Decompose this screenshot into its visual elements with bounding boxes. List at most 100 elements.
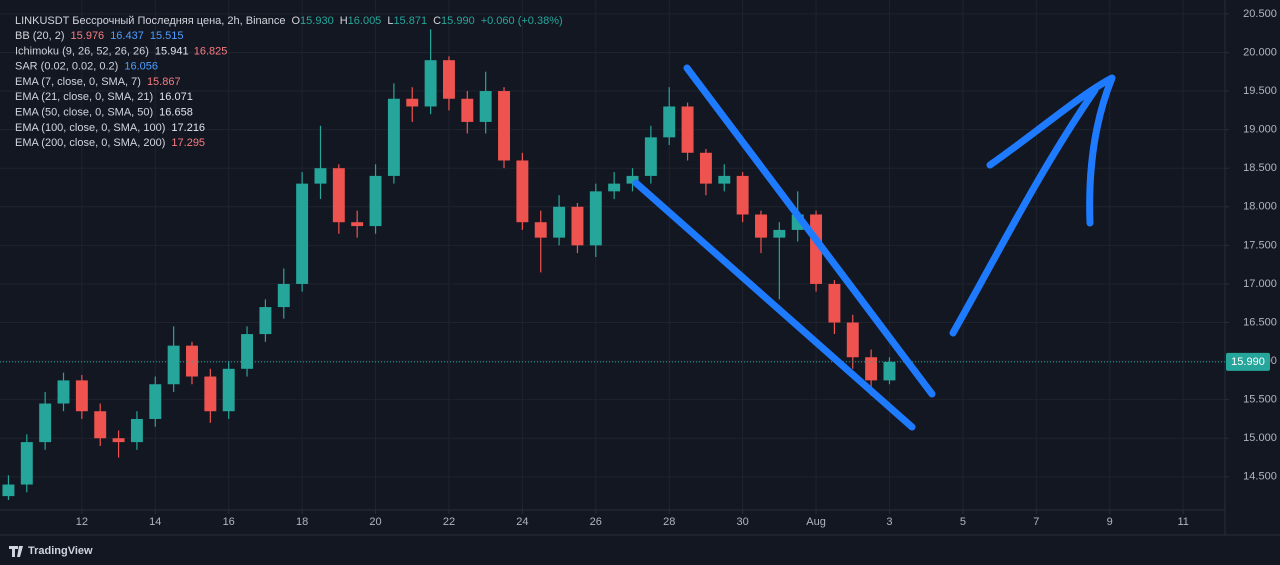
indicator-value: 17.216 bbox=[171, 122, 205, 134]
y-tick-label: 19.500 bbox=[1243, 85, 1277, 97]
candle-body bbox=[75, 380, 88, 412]
x-tick-label: 3 bbox=[886, 516, 892, 528]
candle-body bbox=[699, 152, 712, 184]
x-tick-label: 24 bbox=[516, 516, 528, 528]
y-tick-label: 17.500 bbox=[1243, 239, 1277, 251]
candle-body bbox=[755, 214, 767, 238]
y-tick-label: 17.000 bbox=[1243, 278, 1277, 290]
candle-body bbox=[296, 183, 309, 284]
candle-body bbox=[553, 206, 566, 238]
indicator-name: BB (20, 2) bbox=[15, 30, 65, 42]
legend-row: EMA (100, close, 0, SMA, 100) 17.216 bbox=[15, 122, 205, 134]
legend-row: SAR (0.02, 0.02, 0.2) 16.056 bbox=[15, 61, 158, 73]
candle-body bbox=[810, 214, 823, 284]
legend-row: EMA (7, close, 0, SMA, 7) 15.867 bbox=[15, 76, 181, 88]
brand-logo: TradingView bbox=[9, 545, 93, 557]
candle-body bbox=[442, 60, 455, 99]
y-tick-label: 14.500 bbox=[1243, 471, 1277, 483]
x-tick-label: 28 bbox=[663, 516, 675, 528]
x-tick-label: 7 bbox=[1033, 516, 1039, 528]
candle-body bbox=[461, 98, 474, 122]
y-tick-label: 18.000 bbox=[1243, 201, 1277, 213]
logo-icon bbox=[9, 546, 23, 557]
candle-body bbox=[608, 183, 621, 192]
x-tick-label: 18 bbox=[296, 516, 308, 528]
candle-body bbox=[534, 222, 547, 238]
price-label: 15.990 bbox=[1231, 356, 1265, 368]
x-tick-label: 9 bbox=[1107, 516, 1113, 528]
x-tick-label: 16 bbox=[223, 516, 235, 528]
drawings bbox=[632, 64, 1116, 431]
arrow-shaft bbox=[949, 86, 1099, 337]
indicator-value: 15.515 bbox=[150, 30, 184, 42]
indicator-value: 17.295 bbox=[171, 137, 205, 149]
candle-body bbox=[130, 418, 143, 443]
arrow-head bbox=[986, 74, 1116, 227]
legend-row: LINKUSDT Бессрочный Последняя цена, 2h, … bbox=[15, 15, 563, 27]
candle-body bbox=[241, 334, 254, 369]
trend-line-upper bbox=[683, 64, 936, 398]
candle-body bbox=[167, 345, 180, 385]
candle-body bbox=[149, 384, 162, 419]
symbol: LINKUSDT Бессрочный Последняя цена, 2h, … bbox=[15, 15, 285, 27]
candle-body bbox=[406, 98, 419, 107]
candle-body bbox=[663, 106, 676, 138]
indicator-value: 15.867 bbox=[147, 76, 181, 88]
candle-body bbox=[828, 283, 841, 323]
indicator-value: 16.658 bbox=[159, 106, 193, 118]
candle-body bbox=[498, 91, 510, 161]
candles bbox=[2, 29, 896, 500]
candle-body bbox=[865, 357, 878, 381]
axes: 14.50015.00015.50016.00016.50017.00017.5… bbox=[0, 8, 1277, 528]
candle-body bbox=[883, 361, 896, 381]
candle-body bbox=[571, 206, 584, 246]
candle-body bbox=[773, 229, 786, 238]
candle-body bbox=[736, 175, 749, 215]
trend-line-lower bbox=[632, 179, 916, 431]
candle-body bbox=[204, 376, 217, 412]
x-tick-label: 11 bbox=[1177, 516, 1188, 528]
legend-row: Ichimoku (9, 26, 52, 26, 26) 15.941 16.825 bbox=[15, 45, 227, 57]
indicator-name: EMA (21, close, 0, SMA, 21) bbox=[15, 91, 153, 103]
candle-body bbox=[332, 168, 345, 223]
indicator-value: 15.976 bbox=[71, 30, 105, 42]
candle-body bbox=[277, 283, 290, 308]
price-label-box bbox=[1226, 352, 1270, 371]
quote-key: C bbox=[433, 15, 441, 27]
indicator-value: 16.437 bbox=[110, 30, 144, 42]
y-tick-label: 16.500 bbox=[1243, 316, 1277, 328]
y-tick-label: 20.000 bbox=[1243, 46, 1277, 58]
candle-body bbox=[2, 484, 15, 497]
candle-body bbox=[351, 222, 364, 227]
legend-row: BB (20, 2) 15.976 16.437 15.515 bbox=[15, 30, 184, 42]
candle-body bbox=[259, 307, 272, 335]
indicator-value: 16.825 bbox=[194, 45, 228, 57]
candle-body bbox=[186, 345, 198, 377]
x-tick-label: 22 bbox=[443, 516, 455, 528]
y-tick-label: 15.500 bbox=[1243, 394, 1277, 406]
candle-body bbox=[644, 137, 657, 176]
quote-value: 15.930 bbox=[300, 15, 334, 27]
x-tick-label: 14 bbox=[149, 516, 161, 528]
x-tick-label: 30 bbox=[737, 516, 749, 528]
indicator-name: EMA (200, close, 0, SMA, 200) bbox=[15, 137, 165, 149]
legend: LINKUSDT Бессрочный Последняя цена, 2h, … bbox=[15, 15, 563, 149]
y-tick-label: 18.500 bbox=[1243, 162, 1277, 174]
indicator-name: SAR (0.02, 0.02, 0.2) bbox=[15, 61, 118, 73]
candle-body bbox=[846, 322, 859, 358]
quote-key: H bbox=[340, 15, 348, 27]
candle-body bbox=[626, 175, 639, 184]
candle-body bbox=[39, 403, 52, 443]
candle-body bbox=[589, 191, 602, 246]
x-tick-label: 26 bbox=[590, 516, 602, 528]
y-tick-label: 20.500 bbox=[1243, 8, 1277, 20]
candle-body bbox=[20, 442, 33, 485]
indicator-name: EMA (100, close, 0, SMA, 100) bbox=[15, 122, 165, 134]
candle-body bbox=[479, 91, 492, 122]
candle-body bbox=[94, 411, 107, 439]
candle-body bbox=[681, 106, 694, 153]
y-tick-label: 15.000 bbox=[1243, 432, 1277, 444]
candle-body bbox=[387, 98, 400, 176]
